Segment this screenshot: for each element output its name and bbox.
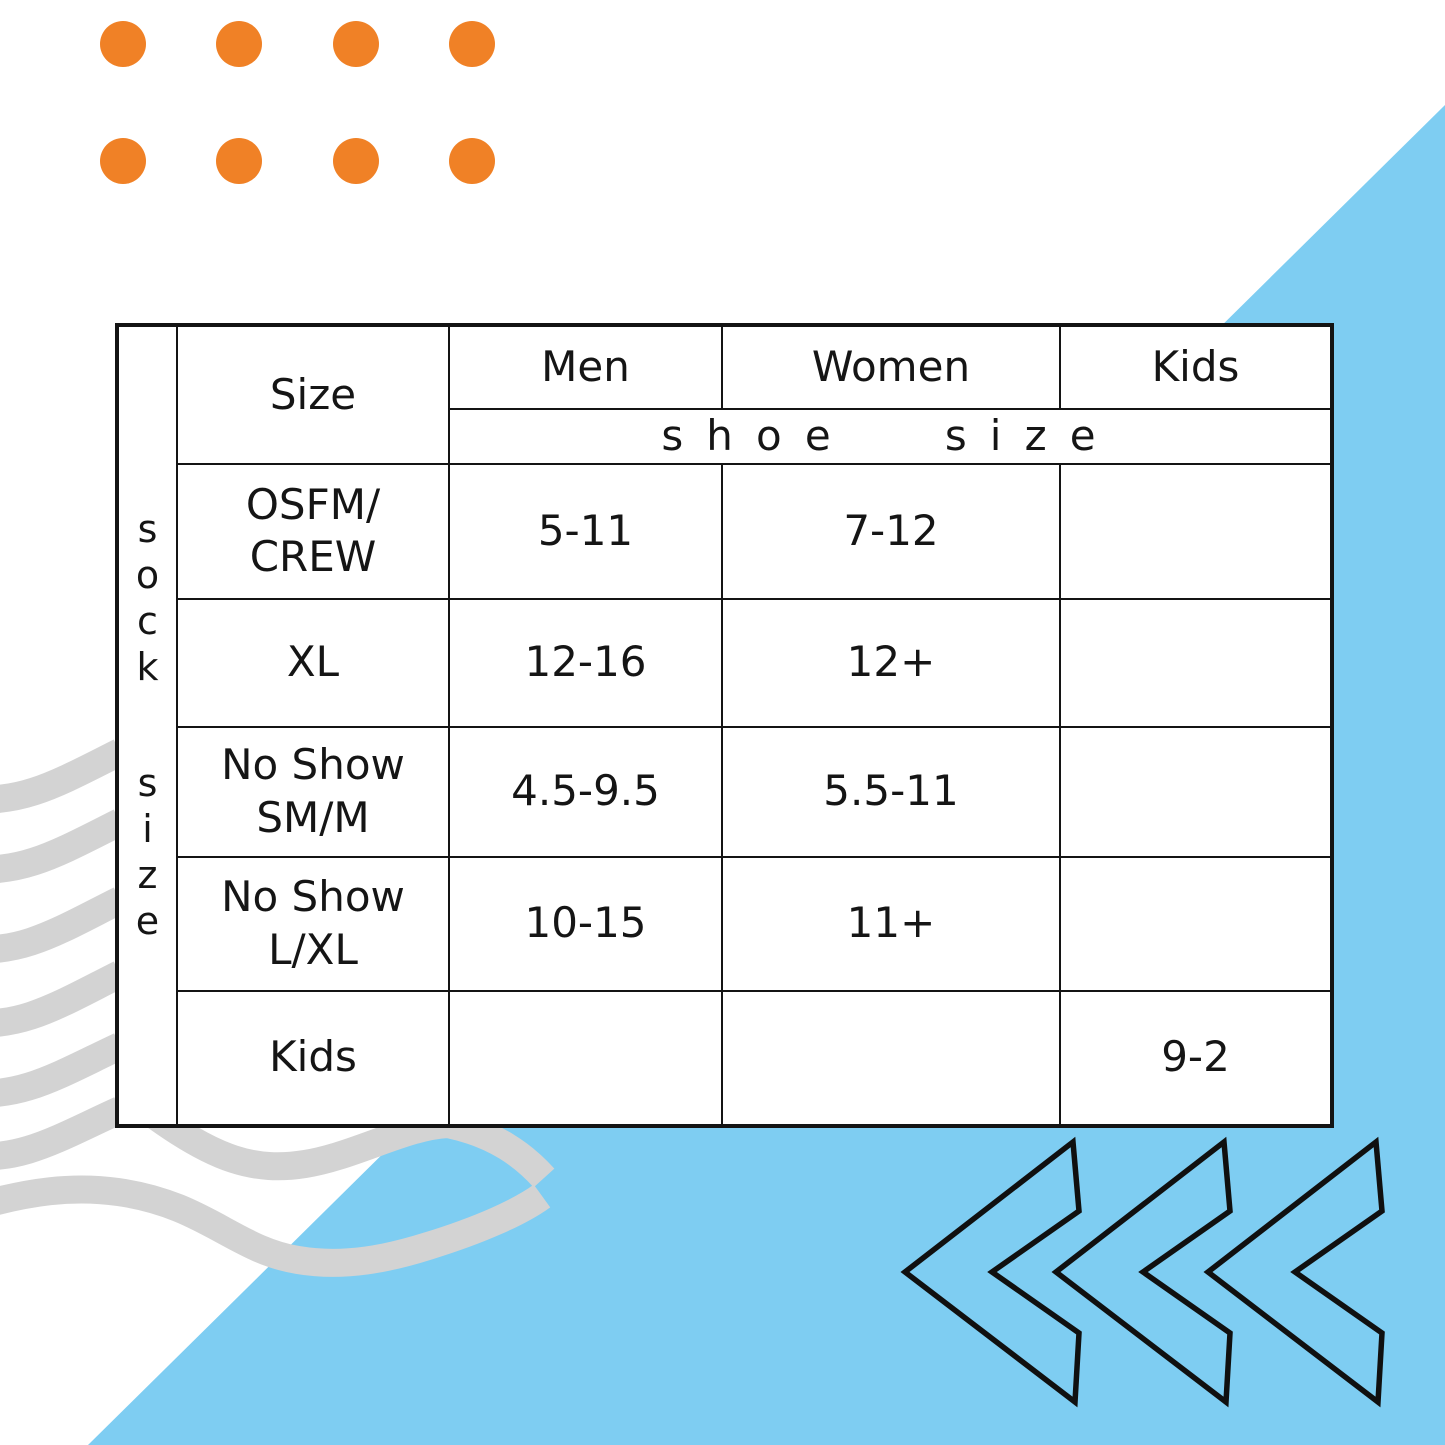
cell-kids-kids: 9-2	[1059, 989, 1333, 1127]
vertical-letter: z	[137, 853, 158, 898]
wave-stub	[0, 887, 127, 963]
table-row: XL 12-16 12+	[117, 597, 1333, 728]
orange-dot	[449, 138, 495, 184]
cell-size-kids: Kids	[176, 989, 450, 1127]
vertical-letter: k	[136, 645, 159, 690]
cell-men-noshow-lxl: 10-15	[448, 855, 723, 992]
header-kids: Kids	[1059, 324, 1333, 410]
cell-women-kids	[721, 989, 1061, 1127]
cell-kids-noshow-lxl	[1059, 855, 1333, 992]
cell-men-kids	[448, 989, 723, 1127]
orange-dot	[216, 138, 262, 184]
subheader-shoe-size: shoe size	[448, 408, 1333, 465]
header-women: Women	[721, 324, 1061, 410]
table-row: Kids 9-2	[117, 989, 1333, 1127]
cell-size-xl: XL	[176, 597, 450, 728]
cell-kids-xl	[1059, 597, 1333, 728]
orange-dot	[333, 138, 379, 184]
vertical-word-sock: s o c k	[136, 506, 159, 690]
chevron-left-arrow-icon	[1203, 1136, 1385, 1408]
table-row: No Show SM/M 4.5-9.5 5.5-11	[117, 725, 1333, 858]
vertical-letter: o	[135, 553, 160, 598]
wave-stub	[0, 961, 127, 1037]
wave-ribbon	[141, 1100, 555, 1188]
vertical-word-size: s i z e	[136, 760, 159, 944]
cell-women-noshow-lxl: 11+	[721, 855, 1061, 992]
cell-women-noshow-smm: 5.5-11	[721, 725, 1061, 858]
cell-size-osfm-crew: OSFM/ CREW	[176, 462, 450, 600]
cell-men-osfm-crew: 5-11	[448, 462, 723, 600]
cell-men-noshow-smm: 4.5-9.5	[448, 725, 723, 858]
table-row: OSFM/ CREW 5-11 7-12	[117, 462, 1333, 600]
cell-size-noshow-lxl: No Show L/XL	[176, 855, 450, 992]
vertical-letter: s	[137, 507, 158, 552]
table-row: No Show L/XL 10-15 11+	[117, 855, 1333, 992]
vertical-sock-size-label: s o c k s i z e	[116, 324, 178, 1127]
vertical-letter: c	[137, 599, 158, 644]
cell-kids-noshow-smm	[1059, 725, 1333, 858]
cell-women-osfm-crew: 7-12	[721, 462, 1061, 600]
vertical-letter: e	[135, 899, 160, 944]
wave-ribbon	[0, 1175, 551, 1277]
wave-stub	[0, 1097, 126, 1170]
orange-dot	[100, 138, 146, 184]
wave-stub	[0, 809, 127, 883]
header-men: Men	[448, 324, 723, 410]
wave-stub	[0, 1033, 126, 1107]
vertical-letter: i	[142, 807, 153, 852]
cell-women-xl: 12+	[721, 597, 1061, 728]
vertical-letter: s	[137, 761, 158, 806]
cell-men-xl: 12-16	[448, 597, 723, 728]
orange-dot	[100, 21, 146, 67]
orange-dot	[333, 21, 379, 67]
cell-size-noshow-smm: No Show SM/M	[176, 725, 450, 858]
chevron-left-arrow-icon	[900, 1136, 1082, 1408]
chevron-left-arrow-icon	[1051, 1136, 1233, 1408]
orange-dot	[216, 21, 262, 67]
header-size: Size	[176, 324, 450, 465]
cell-kids-osfm-crew	[1059, 462, 1333, 600]
orange-dot	[449, 21, 495, 67]
size-chart-table: s o c k s i z e Size Men	[115, 323, 1334, 1128]
wave-stub	[0, 739, 127, 813]
